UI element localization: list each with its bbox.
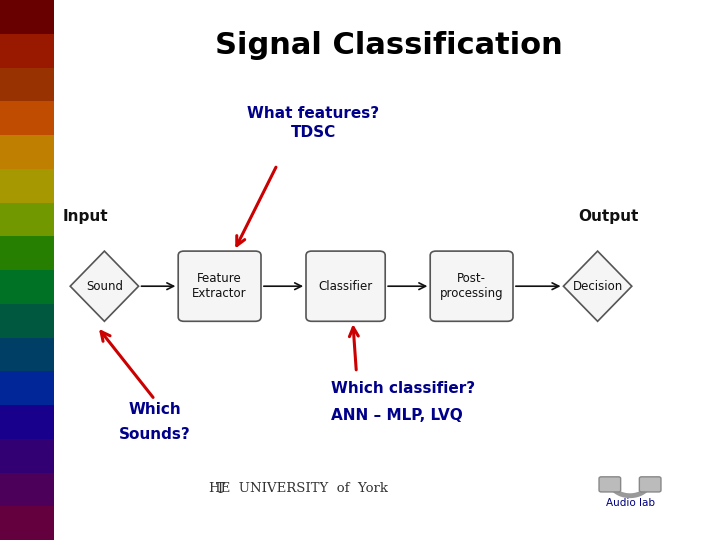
Text: Sound: Sound [86, 280, 123, 293]
Polygon shape [70, 251, 138, 321]
Text: Feature
Extractor: Feature Extractor [192, 272, 247, 300]
Text: Classifier: Classifier [318, 280, 373, 293]
Text: Audio lab: Audio lab [606, 498, 654, 508]
Polygon shape [563, 251, 632, 321]
Polygon shape [0, 0, 54, 540]
Text: TDSC: TDSC [291, 125, 336, 140]
Text: Signal Classification: Signal Classification [215, 31, 562, 60]
Polygon shape [0, 68, 54, 102]
Polygon shape [0, 372, 54, 405]
Polygon shape [0, 270, 54, 303]
Polygon shape [0, 135, 54, 168]
Text: Post-
processing: Post- processing [440, 272, 503, 300]
Polygon shape [0, 472, 54, 507]
FancyBboxPatch shape [306, 251, 385, 321]
Text: T: T [216, 482, 225, 496]
Polygon shape [0, 405, 54, 438]
FancyBboxPatch shape [639, 477, 661, 492]
Text: Which: Which [128, 402, 181, 417]
Text: Output: Output [579, 208, 639, 224]
Text: Which classifier?: Which classifier? [331, 381, 475, 396]
Polygon shape [0, 303, 54, 338]
FancyBboxPatch shape [431, 251, 513, 321]
Text: Sounds?: Sounds? [119, 427, 191, 442]
Polygon shape [0, 0, 54, 33]
Polygon shape [0, 438, 54, 472]
FancyBboxPatch shape [179, 251, 261, 321]
Text: ANN – MLP, LVQ: ANN – MLP, LVQ [331, 408, 463, 423]
Text: What features?: What features? [247, 106, 379, 122]
Polygon shape [0, 102, 54, 135]
Text: Input: Input [63, 208, 109, 224]
Polygon shape [0, 338, 54, 372]
Polygon shape [0, 202, 54, 237]
Text: Decision: Decision [572, 280, 623, 293]
Polygon shape [0, 507, 54, 540]
Polygon shape [0, 33, 54, 68]
Polygon shape [0, 168, 54, 202]
Text: HE  UNIVERSITY  of  York: HE UNIVERSITY of York [209, 482, 388, 495]
Polygon shape [0, 237, 54, 270]
FancyBboxPatch shape [599, 477, 621, 492]
